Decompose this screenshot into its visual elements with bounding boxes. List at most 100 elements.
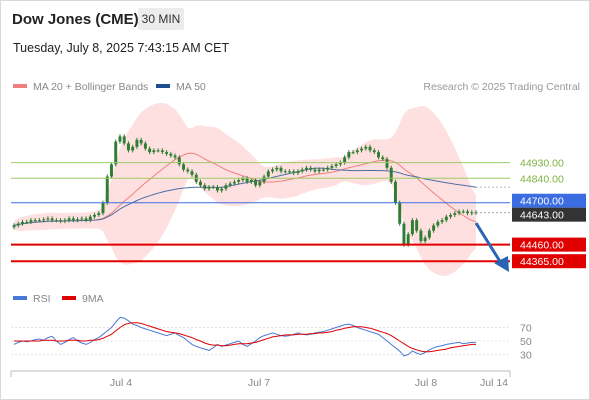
candle-body [12, 225, 16, 228]
time-axis-label: Jul 4 [110, 377, 132, 389]
candle-body [449, 214, 453, 217]
candle-body [436, 221, 440, 226]
candle-body [143, 143, 147, 149]
candle-body [165, 152, 169, 154]
legend-label-ma50: MA 50 [176, 81, 206, 93]
candle-body [54, 220, 58, 222]
candle-body [262, 176, 266, 182]
candle-body [169, 153, 173, 156]
candle-body [321, 169, 325, 171]
candle-body [296, 171, 300, 174]
candle-body [288, 171, 291, 173]
candle-body [224, 185, 228, 189]
candle-body [76, 219, 80, 221]
candle-body [326, 167, 330, 170]
candle-body [211, 187, 215, 189]
candle-body [398, 202, 402, 224]
projection-arrow [474, 222, 509, 272]
candle-body [105, 176, 109, 203]
candle-body [271, 169, 275, 172]
candle-body [63, 220, 67, 222]
candle-body [381, 157, 385, 160]
candle-body [46, 218, 50, 220]
candle-body [232, 181, 236, 184]
candle-body [131, 146, 135, 151]
candle-body [42, 219, 46, 221]
candle-body [249, 180, 253, 182]
candle-body [300, 169, 304, 172]
legend-swatch-9ma [62, 296, 76, 300]
candle-body [84, 218, 88, 221]
candle-body [199, 181, 202, 186]
candle-body [266, 171, 270, 177]
candle-body [135, 139, 139, 147]
rsi-9ma-line [14, 322, 476, 353]
timeframe-badge[interactable]: 30 MIN [138, 8, 184, 30]
candle-body [88, 216, 92, 221]
candle-body [33, 220, 37, 222]
candle-body [423, 237, 427, 242]
price-plot [12, 102, 478, 277]
candle-body [432, 225, 436, 231]
level-tag-pivot [512, 193, 586, 208]
candle-body [110, 164, 113, 177]
candle-body [334, 164, 338, 167]
candle-body [207, 187, 211, 189]
candle-body [457, 211, 461, 214]
candle-body [461, 211, 465, 213]
candle-body [283, 171, 287, 173]
candle-body [330, 166, 334, 168]
candle-body [80, 218, 84, 220]
candle-body [173, 155, 177, 158]
legend-swatch-ma50 [156, 84, 170, 88]
candle-body [237, 180, 241, 182]
level-label-pivot: 44700.00 [520, 196, 564, 208]
candle-body [190, 171, 194, 175]
candle-body [368, 146, 372, 151]
candle-body [59, 220, 63, 222]
candle-body [364, 146, 368, 149]
candle-body [50, 218, 54, 221]
candle-body [203, 185, 207, 189]
candle-body [415, 220, 419, 231]
candle-body [21, 221, 24, 224]
legend-label-bollinger: MA 20 + Bollinger Bands [33, 81, 148, 93]
candle-body [275, 167, 279, 170]
copyright: Research © 2025 Trading Central [423, 81, 580, 93]
candle-body [177, 157, 181, 165]
candle-body [182, 164, 186, 170]
candle-body [228, 183, 232, 186]
candle-body [29, 220, 33, 222]
candle-body [114, 141, 118, 165]
header-bar: Dow Jones (CME) 30 MIN [1, 1, 589, 35]
rsi-tick-label: 30 [520, 350, 532, 362]
level-label-current: 44643.00 [520, 210, 564, 222]
candle-body [16, 223, 20, 226]
candle-body [245, 178, 249, 182]
legend-swatch-rsi [13, 296, 27, 300]
candle-body [419, 230, 423, 242]
candle-body [118, 136, 122, 142]
level-tag-support [512, 254, 586, 269]
candle-body [304, 167, 308, 170]
candle-body [67, 218, 71, 221]
time-axis-labels: Jul 4 Jul 7 Jul 8 Jul 14 [110, 377, 508, 389]
candle-body [385, 159, 389, 168]
level-tag-support [512, 237, 586, 252]
candle-body [93, 214, 97, 217]
candle-body [71, 218, 75, 221]
level-label-resistance: 44930.00 [520, 158, 564, 170]
level-tag-current [512, 207, 586, 222]
candle-body [377, 152, 380, 158]
candle-body [292, 171, 296, 174]
bollinger-band [14, 102, 476, 277]
legend-swatch-bollinger [13, 84, 27, 88]
candle-body [122, 136, 126, 144]
candle-body [406, 234, 410, 245]
candle-body [410, 220, 414, 235]
candle-body [453, 213, 457, 215]
candle-body [97, 213, 101, 215]
candle-body [440, 220, 444, 222]
